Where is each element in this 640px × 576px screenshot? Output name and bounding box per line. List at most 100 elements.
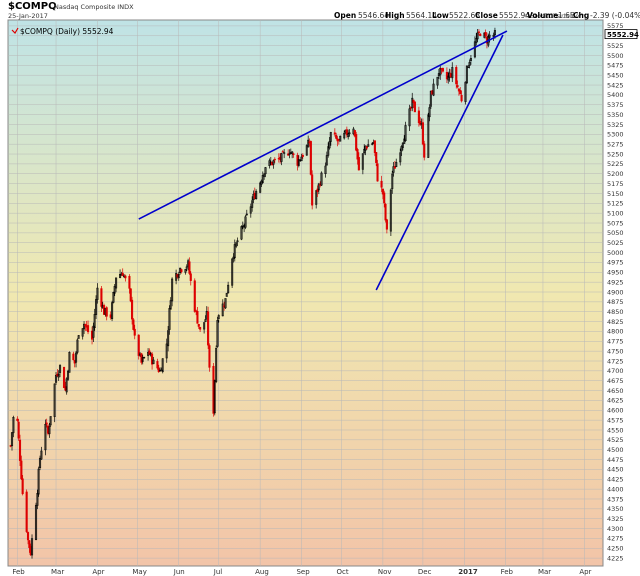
candle-body [249,206,252,214]
candle-body [17,421,20,439]
candle-body [261,175,264,183]
y-tick-label: 5025 [607,239,624,247]
candle-body [484,32,487,36]
candle-body [73,359,76,364]
candle-body [325,155,328,166]
candle-body [328,141,331,149]
candle-body [74,352,78,363]
candle-body [25,491,28,532]
candle-body [245,213,248,216]
candle-body [459,90,462,95]
y-tick-label: 4725 [607,357,624,365]
candle-body [204,319,207,322]
y-tick-label: 4950 [607,269,624,277]
candle-body [199,326,202,330]
candle-body [56,373,59,376]
x-tick-label: Jun [173,568,185,576]
candle-body [355,134,358,151]
trendline [138,30,508,220]
candle-body [93,314,96,329]
candle-body [436,76,439,86]
candle-body [26,532,30,541]
candle-body [423,143,426,158]
candle-body [316,188,319,192]
candle-body [365,146,368,149]
candle-body [216,320,219,347]
candle-body [121,272,124,277]
candle-body [171,278,174,302]
candle-body [271,161,274,166]
close-label: Close [475,11,498,20]
candle-body [347,133,350,138]
candle-body [324,165,327,174]
candle-body [403,138,406,144]
candle-body [449,73,452,77]
candle-body [281,151,284,153]
x-tick-label: Aug [255,568,269,576]
candle-body [309,141,312,175]
candle-body [307,139,310,148]
candle-body [413,101,416,113]
candle-body [353,130,356,137]
candle-body [327,146,330,156]
y-tick-label: 5250 [607,150,624,158]
candle-body [45,422,48,425]
candle-body [263,173,266,177]
open-label: Open [334,11,356,20]
candle-body [264,167,267,175]
candle-body [393,166,396,169]
y-tick-label: 5325 [607,121,624,129]
candle-body [96,287,99,300]
candle-body [207,311,210,346]
y-tick-label: 4275 [607,535,624,543]
candle-body [400,146,403,152]
candle-body [244,216,247,228]
candle-body [212,365,215,414]
candle-body [82,323,86,330]
plot-area [7,19,604,567]
candle-body [18,439,22,461]
candle-body [143,356,146,359]
candle-body [389,189,392,232]
price-bars [9,27,496,559]
candle-body [12,417,15,434]
candle-body [46,425,50,434]
candle-body [363,148,366,153]
candle-body [168,308,171,330]
x-tick-label: Mar [538,568,551,576]
candle-body [215,348,218,383]
candle-body [196,310,199,324]
candle-body [188,261,191,274]
candle-body [468,62,471,66]
candle-body [156,361,159,369]
y-tick-label: 4850 [607,308,624,316]
candle-body [169,300,172,310]
last-price-tag: 5552.94 [604,29,639,40]
candle-body [395,162,398,167]
candle-body [217,315,220,319]
candle-body [335,134,338,139]
candle-body [381,188,384,195]
candle-body [329,132,332,142]
candle-body [20,460,23,480]
candle-body [58,365,62,373]
chg-value: -2.39 (-0.04%) [590,11,640,20]
candle-body [283,152,286,154]
y-tick-label: 4975 [607,259,624,267]
candle-body [21,478,24,495]
candle-body [240,226,243,240]
candle-body [427,114,430,158]
candle-body [259,182,262,193]
candle-body [428,107,431,118]
y-tick-label: 5125 [607,200,624,208]
candle-body [345,129,348,136]
candle-body [128,275,131,289]
candle-body [465,65,468,84]
candle-body [464,81,467,102]
candle-body [467,66,470,69]
candle-body [404,125,407,141]
candle-body [92,325,95,338]
index-name: Nasdaq Composite INDX [54,3,134,11]
symbol-title: $COMPQ [8,1,57,12]
